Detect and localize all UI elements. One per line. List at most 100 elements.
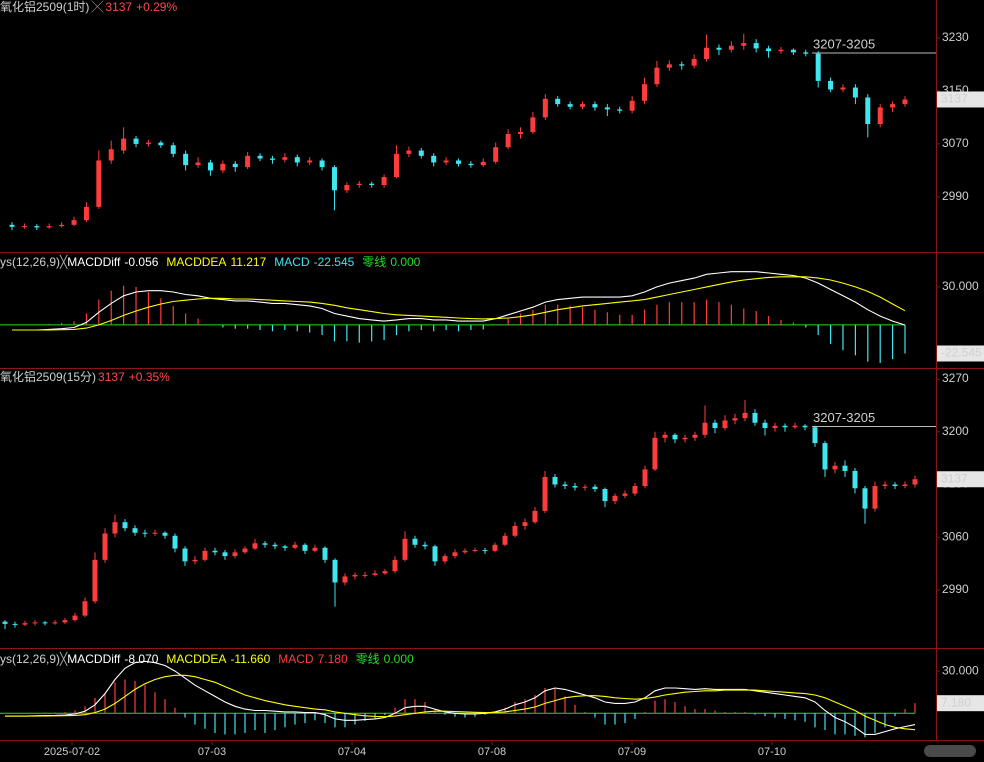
candle-body [604,107,610,110]
x-tick-label: 07-10 [758,746,786,758]
candle-body [431,155,437,163]
candle-body [567,104,573,107]
panel-header: 氧化铝2509(1时) ╳ 3137 +0.29% [0,0,177,14]
panel-header: ys(12,26,9)╳MACDDiff -8.070 MACDDEA -11.660… [0,651,414,666]
candle-body [642,84,648,101]
candle-body [518,131,524,134]
y-tick-label: 30.000 [942,279,979,293]
candle-body [582,486,588,488]
candle-body [654,67,660,85]
x-tick-label: 07-09 [618,746,646,758]
price-tag-label: 3137 [941,471,968,485]
candle-body [152,532,158,534]
candle-body [381,177,387,186]
legend-value: 7.180 [318,652,348,666]
value-tag-label: -22.545 [941,346,982,360]
candle-body [83,206,89,221]
candle-body [542,476,548,511]
legend-value: -8.070 [124,652,158,666]
candle-body [840,87,846,90]
candle-body [9,224,15,227]
candle-body [792,425,798,428]
legend-value: 0.000 [390,255,420,269]
candle-body [728,45,734,50]
candle-body [778,49,784,52]
candle-body [682,437,688,440]
legend-name: MACDDiff [67,255,121,269]
candle-body [842,465,848,471]
candle-body [741,43,747,46]
candle-body [52,622,58,624]
change-percent: +0.29% [136,0,177,14]
y-tick-label: 3270 [942,371,969,385]
candle-body [803,52,809,54]
candle-body [872,486,878,509]
candle-body [702,422,708,435]
legend-value: -22.545 [314,255,355,269]
candle-body [142,532,148,534]
candle-body [530,117,536,132]
candle-body [108,149,114,161]
macd-line [12,276,906,331]
candle-body [232,552,238,557]
candle-body [782,425,788,428]
candle-body [629,100,635,111]
candle-body [492,544,498,551]
candle-body [369,183,375,186]
macd-line [5,660,916,735]
candle-body [202,550,208,560]
candle-body [812,427,818,444]
candle-body [62,620,68,623]
x-tick-label: 07-03 [198,746,226,758]
candle-body [195,162,201,166]
candle-body [572,486,578,488]
candle-body [815,53,821,81]
candle-body [602,489,608,502]
y-tick-label: 3070 [942,136,969,150]
candle-body [232,163,238,168]
candle-body [122,522,128,529]
candle-body [662,434,668,438]
candle-body [505,133,511,148]
candle-body [331,167,337,191]
candle-body [672,434,678,440]
candle-body [704,47,710,60]
candle-body [222,552,228,557]
last-price: 3137 [98,370,125,384]
legend-name: MACDDEA [166,255,226,269]
legend-value: 11.217 [230,255,266,269]
candle-body [892,484,898,487]
candle-body [82,601,88,616]
candle-body [442,556,448,562]
candle-body [34,226,40,228]
candle-body [828,80,834,90]
candle-body [552,476,558,485]
marker: ╳ [91,0,103,14]
candle-body [580,104,586,107]
candle-body [21,226,27,228]
candle-body [282,546,288,548]
candle-body [59,224,65,227]
candle-body [555,98,561,105]
candle-body [532,510,538,523]
legend-value: 0.000 [384,652,414,666]
annotation-label: 3207-3205 [813,36,875,51]
candle-body [272,544,278,547]
candle-body [691,59,697,66]
candle-body [666,64,672,68]
value-tag [937,345,984,362]
scrollbar-thumb[interactable] [924,745,976,757]
legend-name: MACDDiff [67,652,121,666]
candle-body [406,150,412,154]
candle-body [96,160,102,207]
value-tag-label: 7.180 [941,695,971,709]
instrument-title: 氧化铝2509(15分) [0,369,96,384]
candle-body [71,220,77,225]
y-tick-label: 3230 [942,30,969,44]
y-tick-label: 3060 [942,529,969,543]
candle-body [716,47,722,50]
marker: ╳ [59,254,68,269]
candle-body [632,486,638,494]
